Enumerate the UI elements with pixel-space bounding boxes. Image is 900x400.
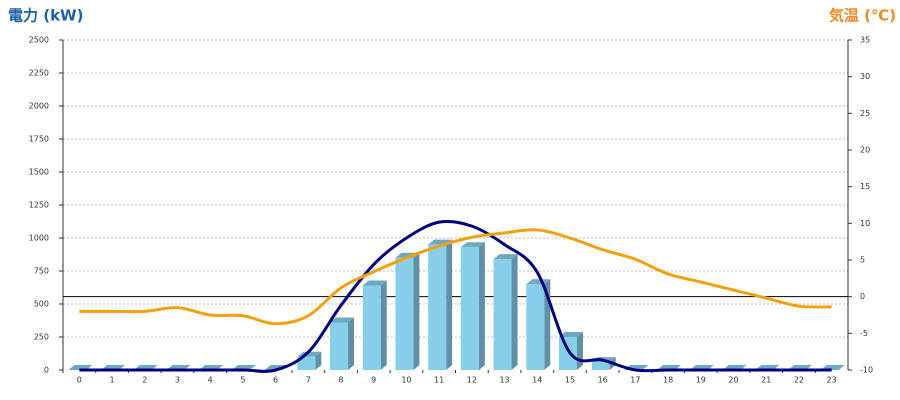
y-tick-label: 2500 [29,36,49,45]
bar-side [315,351,322,370]
bar-top [558,332,583,337]
bar [526,279,551,370]
bar-side [348,317,355,370]
x-tick-label: 6 [273,376,278,385]
x-tick-label: 12 [467,376,477,385]
x-tick-label: 16 [598,376,608,385]
x-tick-label: 13 [499,376,509,385]
bar [493,254,518,370]
y2-tick-label: 0 [860,292,865,301]
bar-front [297,356,316,370]
y-axis-title: 電力 (kW) [8,7,83,25]
bar-front [428,244,447,370]
bar [428,239,453,370]
y-tick-label: 250 [34,333,49,342]
x-tick-label: 19 [696,376,706,385]
bar-side [478,242,485,370]
bar-top [460,242,485,248]
y-tick-label: 1000 [29,234,49,243]
bar-top [362,280,387,286]
bar-top [526,279,551,285]
bar [460,242,485,370]
line [79,219,832,373]
y-tick-label: 1500 [29,168,49,177]
x-tick-label: 7 [306,376,311,385]
bar-side [576,332,583,370]
bar-top [493,254,518,260]
y2-tick-label: 30 [860,72,870,81]
x-tick-label: 0 [77,376,82,385]
bar [297,351,322,370]
x-tick-label: 9 [371,376,376,385]
y-tick-label: 0 [44,366,49,375]
x-tick-label: 15 [565,376,575,385]
bar-front [395,257,414,370]
x-tick-label: 2 [142,376,147,385]
y2-tick-label: 10 [860,219,870,228]
x-tick-label: 20 [728,376,738,385]
x-tick-label: 21 [761,376,771,385]
bar-front [362,285,381,370]
y-tick-label: 2000 [29,102,49,111]
bar-side [446,239,453,370]
x-tick-label: 22 [794,376,804,385]
x-tick-label: 14 [532,376,542,385]
x-tick-label: 23 [827,376,837,385]
bar-front [460,247,479,370]
y-tick-label: 1250 [29,201,49,210]
y2-tick-label: 20 [860,146,870,155]
bar-side [511,254,518,370]
bar-front [591,362,610,370]
y-tick-label: 500 [34,300,49,309]
y2-axis-title: 気温 (℃) [829,7,896,25]
y2-tick-label: 15 [860,182,870,191]
y-tick-label: 2250 [29,69,49,78]
bar-front [558,337,577,370]
bar-front [330,322,349,370]
x-tick-label: 3 [175,376,180,385]
y2-tick-label: 25 [860,109,870,118]
bar-top [330,317,355,323]
bar [395,252,420,370]
line [79,228,832,326]
x-tick-label: 5 [240,376,245,385]
x-tick-label: 1 [110,376,115,385]
x-tick-label: 18 [663,376,673,385]
bar [362,280,387,370]
bar-front [493,259,512,370]
bar-front [526,284,545,370]
y2-tick-label: 5 [860,256,865,265]
y-tick-label: 1750 [29,135,49,144]
y-tick-label: 750 [34,267,49,276]
x-tick-label: 4 [208,376,213,385]
y2-tick-label: -5 [860,329,868,338]
y2-tick-label: 35 [860,36,870,45]
bar-side [413,252,420,370]
x-tick-label: 10 [401,376,411,385]
bar-side [380,280,387,370]
y2-tick-label: -10 [860,366,873,375]
x-tick-label: 17 [630,376,640,385]
x-tick-label: 11 [434,376,444,385]
x-tick-label: 8 [338,376,343,385]
bar [330,317,355,370]
